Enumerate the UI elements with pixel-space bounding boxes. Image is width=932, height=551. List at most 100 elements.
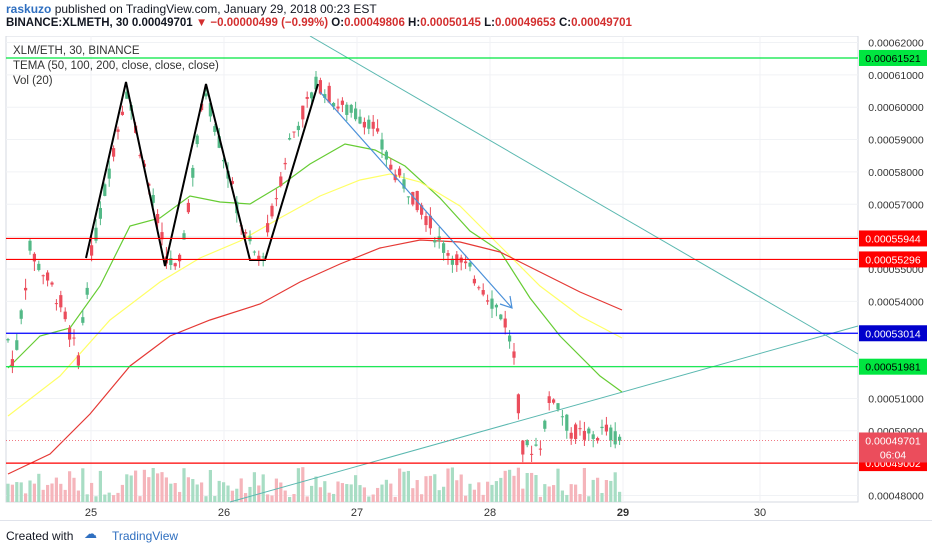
candle[interactable] — [446, 253, 450, 256]
legend-tema[interactable]: TEMA (50, 100, 200, close, close, close) — [13, 60, 219, 72]
candle[interactable] — [604, 424, 608, 432]
candle[interactable] — [587, 428, 591, 434]
candle[interactable] — [574, 424, 578, 440]
candle[interactable] — [543, 420, 547, 429]
candle[interactable] — [336, 106, 340, 109]
candle[interactable] — [380, 139, 384, 150]
candle[interactable] — [340, 100, 344, 105]
candle[interactable] — [459, 257, 463, 263]
candle[interactable] — [609, 427, 613, 441]
candle[interactable] — [288, 138, 292, 140]
candle[interactable] — [270, 205, 274, 217]
candle[interactable] — [50, 282, 54, 285]
candle[interactable] — [538, 448, 542, 450]
candle[interactable] — [349, 104, 353, 113]
candle[interactable] — [314, 76, 318, 90]
candle[interactable] — [565, 414, 569, 431]
candle[interactable] — [406, 196, 410, 198]
candle[interactable] — [274, 198, 278, 200]
candle[interactable] — [582, 430, 586, 440]
candle[interactable] — [521, 440, 525, 455]
candle[interactable] — [107, 168, 111, 179]
candle[interactable] — [28, 240, 32, 251]
candle[interactable] — [296, 125, 300, 131]
candle[interactable] — [76, 355, 80, 366]
tradingview-logo-icon[interactable]: ☁ — [84, 526, 97, 541]
candle[interactable] — [490, 298, 494, 309]
candle[interactable] — [6, 339, 10, 341]
candle[interactable] — [301, 105, 305, 120]
candle[interactable] — [37, 263, 41, 270]
candle[interactable] — [376, 128, 380, 132]
candle[interactable] — [332, 102, 336, 107]
candle[interactable] — [433, 240, 437, 243]
candle[interactable] — [156, 214, 160, 224]
legend-volume[interactable]: Vol (20) — [13, 75, 53, 87]
candle[interactable] — [169, 258, 173, 266]
candle[interactable] — [371, 121, 375, 129]
candle[interactable] — [508, 335, 512, 342]
candle[interactable] — [63, 311, 67, 320]
candle[interactable] — [81, 317, 85, 323]
candle[interactable] — [266, 223, 270, 233]
candle[interactable] — [560, 416, 564, 418]
candle[interactable] — [98, 208, 102, 219]
candle[interactable] — [252, 251, 256, 253]
candle[interactable] — [32, 253, 36, 262]
candle[interactable] — [534, 444, 538, 446]
candle[interactable] — [402, 179, 406, 189]
candle[interactable] — [292, 131, 296, 133]
candle[interactable] — [261, 256, 265, 258]
candle[interactable] — [428, 215, 432, 229]
candle[interactable] — [613, 431, 617, 445]
candle[interactable] — [552, 399, 556, 403]
candle[interactable] — [477, 287, 481, 289]
candle[interactable] — [230, 181, 234, 184]
candle[interactable] — [499, 314, 503, 320]
candle[interactable] — [481, 290, 485, 295]
candle[interactable] — [213, 126, 217, 132]
candle[interactable] — [204, 93, 208, 97]
candle[interactable] — [186, 202, 190, 213]
candle[interactable] — [72, 337, 76, 339]
candle[interactable] — [54, 303, 58, 305]
candle[interactable] — [46, 272, 50, 281]
candle[interactable] — [244, 232, 248, 234]
tradingview-brand[interactable]: TradingView — [112, 529, 179, 543]
candle[interactable] — [151, 194, 155, 203]
candle[interactable] — [103, 184, 107, 196]
candle[interactable] — [19, 310, 23, 319]
candle[interactable] — [600, 426, 604, 429]
candle[interactable] — [173, 263, 177, 267]
candle[interactable] — [358, 116, 362, 124]
candle[interactable] — [222, 160, 226, 162]
candle[interactable] — [279, 176, 283, 186]
author-link[interactable]: raskuzo — [6, 2, 52, 16]
candle[interactable] — [112, 148, 116, 157]
candle[interactable] — [323, 94, 327, 98]
candle[interactable] — [195, 135, 199, 145]
candle[interactable] — [472, 278, 476, 284]
candle[interactable] — [367, 119, 371, 129]
candle[interactable] — [160, 232, 164, 240]
candle[interactable] — [596, 438, 600, 441]
candle[interactable] — [411, 191, 415, 205]
candle[interactable] — [420, 205, 424, 215]
candle[interactable] — [345, 104, 349, 115]
candle[interactable] — [90, 245, 94, 256]
candle[interactable] — [591, 434, 595, 439]
price-chart[interactable]: 2526272829300.000480000.000490000.000500… — [0, 35, 932, 520]
candle[interactable] — [125, 91, 129, 99]
candle[interactable] — [283, 162, 287, 165]
candle[interactable] — [530, 453, 534, 455]
candle[interactable] — [305, 97, 309, 99]
trend-arrow[interactable] — [319, 91, 513, 309]
candle[interactable] — [464, 261, 468, 264]
candle[interactable] — [10, 359, 14, 368]
candle[interactable] — [384, 151, 388, 160]
candle[interactable] — [398, 168, 402, 176]
candle[interactable] — [310, 92, 314, 99]
candle[interactable] — [116, 129, 120, 132]
candle[interactable] — [516, 394, 520, 414]
chart-area[interactable]: 2526272829300.000480000.000490000.000500… — [0, 35, 932, 520]
